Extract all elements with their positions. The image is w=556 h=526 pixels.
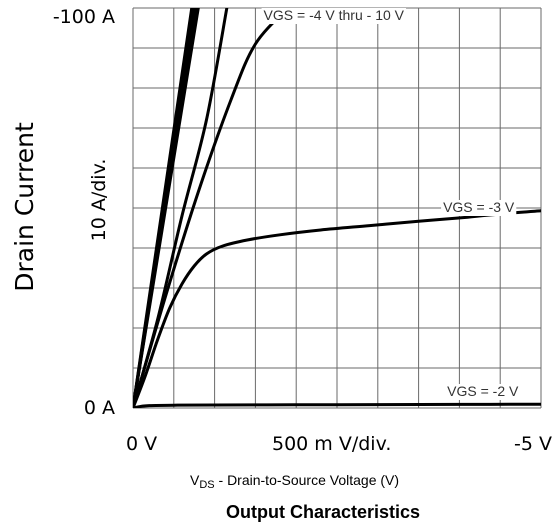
x-axis-title-rest: - Drain-to-Source Voltage (V): [215, 472, 399, 488]
y-axis-scale-label: 10 A/div.: [88, 159, 110, 242]
series-line: [133, 209, 541, 408]
x-axis-title: VDS - Drain-to-Source Voltage (V): [190, 472, 399, 491]
series-line: [133, 402, 541, 408]
x-axis-title-prefix: V: [190, 472, 200, 488]
y-axis-title: Drain Current: [10, 122, 39, 292]
curve-label: VGS = -2 V: [447, 383, 519, 399]
y-tick-top: -100 A: [53, 6, 115, 28]
curve-labels: VGS = -4 V thru - 10 V VGS = -3 V VGS = -2…: [261, 7, 521, 400]
curve-label-background: [445, 384, 521, 400]
curve-label-background: [441, 200, 517, 216]
curve-label: VGS = -4 V thru - 10 V: [264, 7, 405, 23]
chart-grid: [132, 7, 542, 409]
x-tick-left: 0 V: [126, 433, 157, 455]
x-tick-right: -5 V: [514, 433, 552, 455]
chart-curves: [133, 8, 541, 408]
x-axis-title-subscript: DS: [199, 479, 214, 491]
chart-title: Output Characteristics: [226, 502, 420, 522]
x-tick-middle: 500 m V/div.: [272, 433, 391, 455]
curve-label: VGS = -3 V: [443, 199, 515, 215]
y-tick-bottom: 0 A: [84, 397, 115, 419]
series-line: [133, 8, 290, 408]
curve-label-background: [261, 8, 407, 24]
series-group: [133, 8, 541, 408]
series-line: [133, 22, 196, 408]
